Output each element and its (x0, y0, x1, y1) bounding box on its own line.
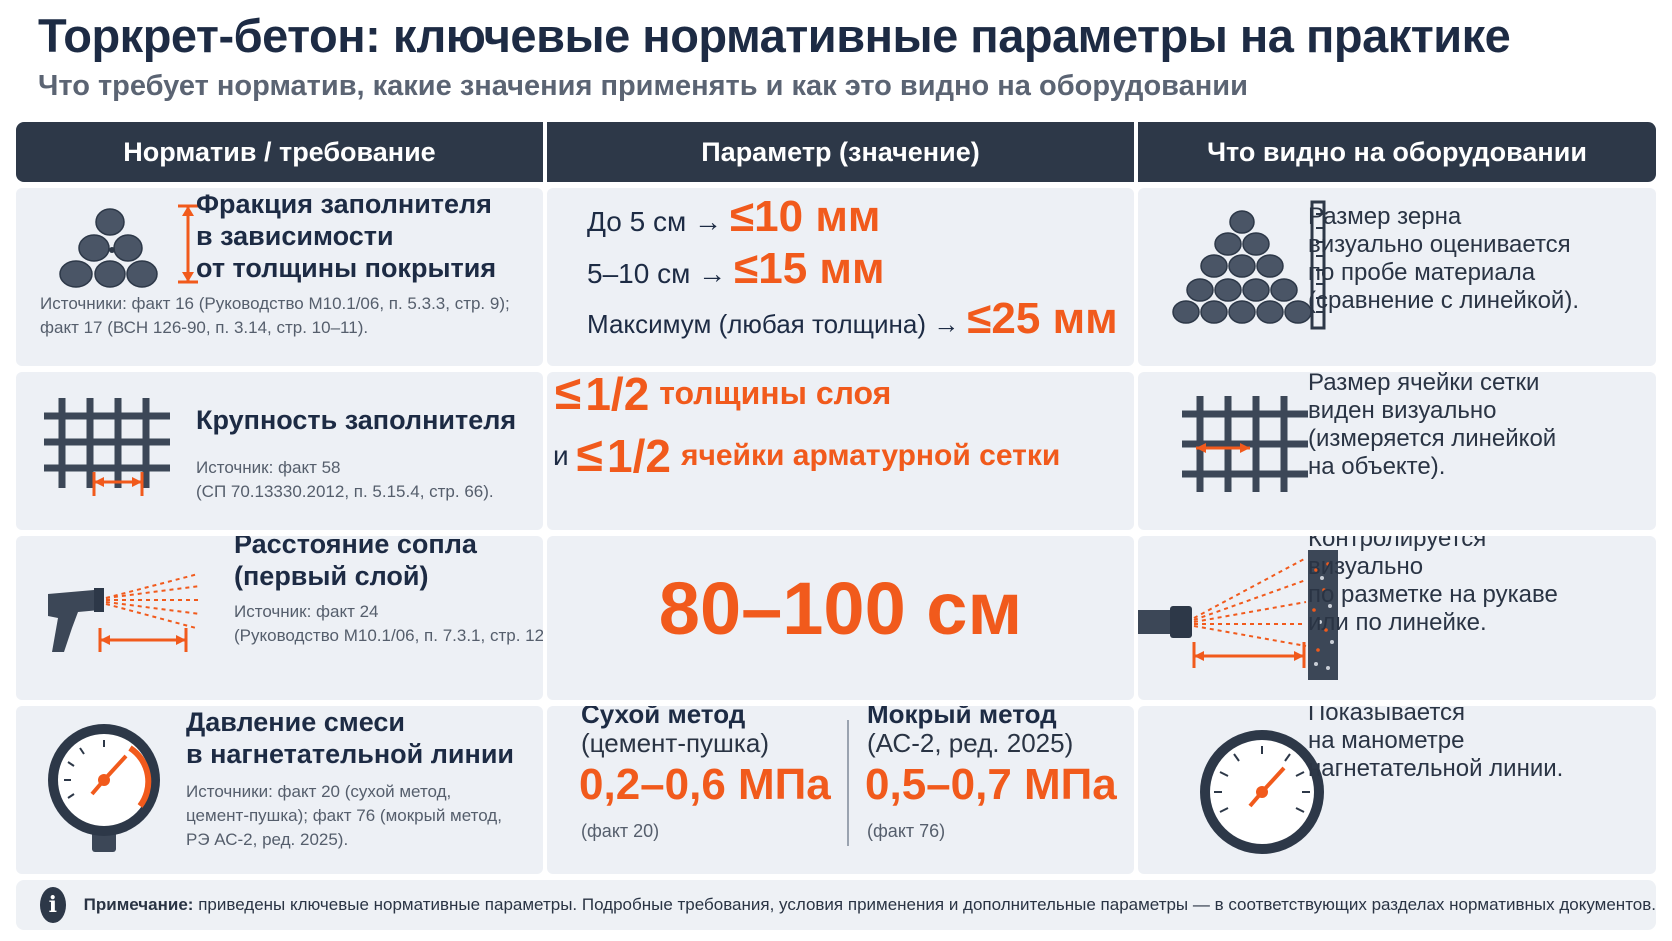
pressure-label-line2: в нагнетательной линии (186, 739, 515, 769)
size-value1-text: толщины слоя (659, 375, 892, 411)
pressure-wet-value: 0,5–0,7 МПа (865, 760, 1117, 809)
pressure-equipment-line3: нагнетательной линии. (1308, 755, 1564, 782)
size-source-line2: (СП 70.13330.2012, п. 5.15.4, стр. 66). (196, 482, 494, 501)
size-source-line1: Источник: факт 58 (196, 458, 341, 477)
fraction-label-line2: в зависимости (196, 221, 394, 251)
row-pressure-requirement: Давление смеси в нагнетательной линии Ис… (16, 706, 543, 874)
aggregate-ruler-icon (1172, 200, 1326, 330)
pressure-wet-ref: (факт 76) (867, 821, 946, 841)
row-size-equipment: Размер ячейки сетки виден визуально (изм… (1138, 372, 1656, 530)
nozzle-label-line2: (первый слой) (234, 561, 429, 591)
nozzle-value: 80–100 см (658, 567, 1023, 650)
rebar-mesh-icon (44, 398, 170, 496)
fraction-equipment-line3: по пробе материала (1308, 259, 1536, 286)
row-size-requirement: Крупность заполнителя Источник: факт 58 … (16, 372, 543, 530)
pressure-dry-ref: (факт 20) (581, 821, 660, 841)
footnote-label: Примечание: (83, 895, 194, 914)
nozzle-source-line2: (Руководство М10.1/06, п. 7.3.1, стр. 12… (234, 626, 543, 645)
pressure-source-line1: Источники: факт 20 (сухой метод, (186, 782, 452, 801)
column-header-equipment: Что видно на оборудовании (1138, 122, 1656, 182)
nozzle-source-line1: Источник: факт 24 (234, 602, 379, 621)
aggregate-pile-icon (59, 204, 198, 288)
size-value2-prefix: и (553, 439, 569, 471)
row-pressure-values: Сухой метод (цемент-пушка) 0,2–0,6 МПа (… (547, 706, 1134, 874)
size-equipment-line2: виден визуально (1308, 397, 1497, 424)
column-header-parameter: Параметр (значение) (547, 122, 1134, 182)
rebar-mesh-measure-icon (1182, 396, 1308, 492)
row-nozzle-requirement: Расстояние сопла (первый слой) Источник:… (16, 536, 543, 700)
column-header-norm: Норматив / требование (16, 122, 543, 182)
footnote: i Примечание: приведены ключевые нормати… (16, 880, 1656, 930)
nozzle-equipment-line2: визуально (1308, 553, 1424, 580)
footnote-body: приведены ключевые нормативные параметры… (193, 895, 1656, 914)
page-title: Торкрет-бетон: ключевые нормативные пара… (38, 9, 1511, 62)
pressure-wet-method-line1: Мокрый метод (867, 706, 1057, 729)
spray-gun-icon (48, 573, 202, 652)
pressure-equipment-line1: Показывается (1308, 706, 1466, 726)
size-equipment-line1: Размер ячейки сетки (1308, 372, 1540, 396)
pressure-wet-method-line2: (АС-2, ред. 2025) (867, 728, 1074, 758)
pressure-equipment-line2: на манометре (1308, 727, 1465, 754)
size-value2-sign: ≤ (576, 429, 603, 482)
fraction-value-2: ≤15 мм (734, 244, 885, 293)
fraction-equipment-line1: Размер зерна (1308, 203, 1462, 230)
fraction-value-1: ≤10 мм (730, 192, 881, 241)
row-size-values: ≤ 1/2 толщины слоя и ≤ 1/2 ячейки армату… (547, 372, 1134, 530)
footnote-text: Примечание: приведены ключевые нормативн… (84, 895, 1656, 915)
size-label: Крупность заполнителя (196, 405, 517, 435)
size-equipment-line4: на объекте). (1308, 453, 1446, 480)
fraction-condition-3: Максимум (любая толщина) → (587, 309, 960, 339)
manometer-icon (1200, 730, 1324, 854)
fraction-source-line1: Источники: факт 16 (Руководство М10.1/06… (40, 294, 510, 313)
pressure-label-line1: Давление смеси (186, 707, 405, 737)
nozzle-equipment-line3: по разметке на рукаве (1308, 581, 1558, 608)
pressure-gauge-icon (48, 724, 160, 852)
fraction-equipment-line4: (сравнение с линейкой). (1308, 287, 1579, 314)
fraction-equipment-line2: визуально оценивается (1308, 231, 1571, 258)
pressure-dry-method-line2: (цемент-пушка) (581, 728, 769, 758)
pressure-methods-divider (847, 720, 849, 846)
row-fraction-values: До 5 см → ≤10 мм 5–10 см → ≤15 мм Максим… (547, 188, 1134, 366)
fraction-condition-1: До 5 см → (587, 206, 723, 237)
size-equipment-line3: (измеряется линейкой (1308, 425, 1557, 452)
row-nozzle-equipment: Контролируется визуально по разметке на … (1138, 536, 1656, 700)
fraction-value-3: ≤25 мм (967, 294, 1118, 343)
pressure-source-line2: цемент-пушка); факт 76 (мокрый метод, (186, 806, 502, 825)
size-value2-text: ячейки арматурной сетки (680, 438, 1061, 472)
row-nozzle-values: 80–100 см (547, 536, 1134, 700)
page-subtitle: Что требует норматив, какие значения при… (38, 70, 1248, 102)
pressure-source-line3: РЭ АС-2, ред. 2025). (186, 830, 349, 849)
pressure-dry-method-line1: Сухой метод (581, 706, 746, 729)
info-icon: i (40, 887, 66, 923)
size-value1-sign: ≤ (555, 372, 582, 420)
row-pressure-equipment: Показывается на манометре нагнетательной… (1138, 706, 1656, 874)
row-fraction-equipment: Размер зерна визуально оценивается по пр… (1138, 188, 1656, 366)
fraction-source-line2: факт 17 (ВСН 126-90, п. 3.14, стр. 10–11… (40, 318, 369, 337)
pressure-dry-value: 0,2–0,6 МПа (579, 760, 831, 809)
row-fraction-requirement: Фракция заполнителя в зависимости от тол… (16, 188, 543, 366)
nozzle-equipment-line1: Контролируется (1308, 536, 1487, 552)
nozzle-equipment-line4: или по линейке. (1308, 609, 1487, 636)
nozzle-label-line1: Расстояние сопла (234, 536, 477, 559)
size-value1-fraction: 1/2 (585, 372, 650, 420)
fraction-condition-2: 5–10 см → (587, 258, 727, 289)
nozzle-wall-icon (1138, 550, 1338, 680)
size-value2-fraction: 1/2 (606, 429, 671, 482)
fraction-label-line3: от толщины покрытия (196, 253, 497, 283)
fraction-label-line1: Фракция заполнителя (196, 189, 492, 219)
